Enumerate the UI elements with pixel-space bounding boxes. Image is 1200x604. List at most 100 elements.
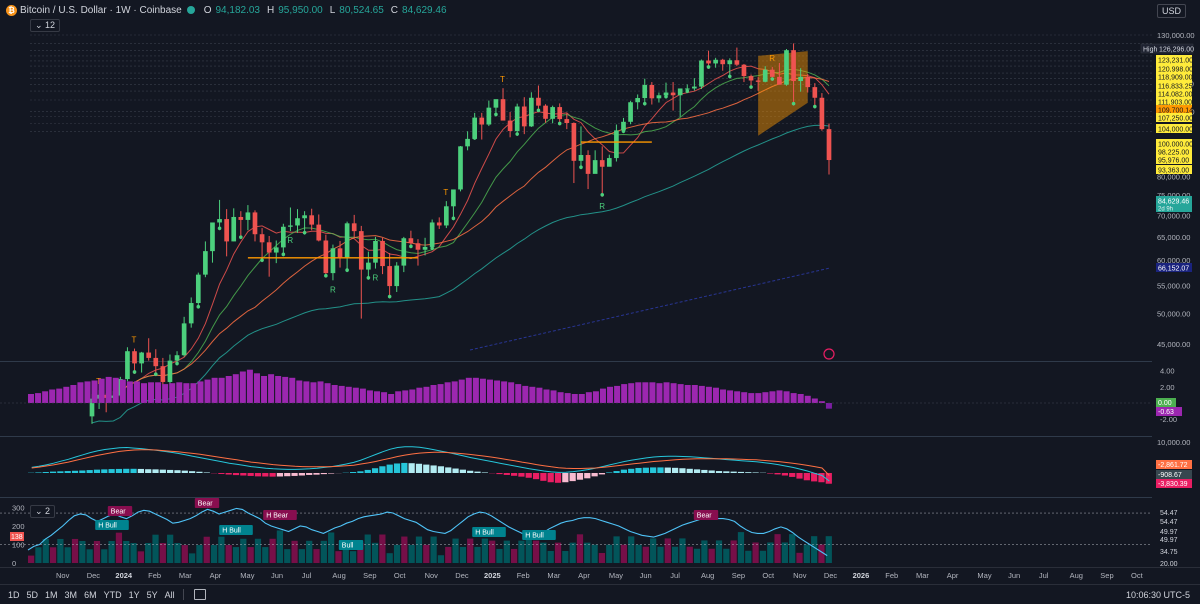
high-key: H [267,5,274,16]
histogram-bar [762,392,768,403]
time-tick: 2026 [853,571,870,580]
osc3-bar [321,541,327,563]
histogram-bar [727,390,733,403]
candle-body [635,98,640,102]
osc3-bar [460,547,466,563]
macd-bar [109,469,115,473]
macd-bar [518,473,524,477]
timeframe-1y[interactable]: 1Y [129,590,140,600]
osc3-bar [240,539,246,563]
timeframe-3m[interactable]: 3M [65,590,78,600]
timeframe-1d[interactable]: 1D [8,590,20,600]
price-label-value: 104,000.00 [1158,127,1193,134]
osc3-bar [687,547,693,563]
candle-body [139,353,144,364]
macd-bar [709,470,715,473]
histogram-bar [219,378,225,403]
histogram-bar [162,384,168,403]
histogram-bar [423,387,429,403]
macd-bar [277,473,283,477]
time-tick: May [240,571,254,580]
osc3-bar [226,545,232,563]
macd-bar [738,472,744,473]
macd-bar [606,472,612,473]
histogram-bar [77,382,83,403]
trail-dot [324,274,328,278]
time-tick: Jul [1039,571,1049,580]
macd-bar [138,469,144,473]
candle-body [316,225,321,241]
timeframe-6m[interactable]: 6M [84,590,97,600]
candle-body [742,65,747,76]
macd-bar [189,471,195,473]
symbol-title[interactable]: Bitcoin / U.S. Dollar · 1W · Coinbase [20,5,182,16]
osc3-bar [709,549,715,563]
osc3-bar [518,541,524,563]
histogram-bar [565,393,571,403]
osc3-bar [548,551,554,563]
osc3-bar [584,543,590,563]
histogram-bar [628,383,634,403]
osc3-right-value: 49.97 [1160,537,1178,544]
clock[interactable]: 10:06:30 UTC-5 [1126,590,1190,600]
candle-body [394,266,399,286]
timeframe-1m[interactable]: 1M [45,590,58,600]
macd-bar [196,472,202,473]
osc3-bar [621,545,627,563]
histogram-bar [522,386,528,403]
macd-bar [672,468,678,473]
histogram-bar [190,383,196,403]
price-label-value: 84,629.46 [1158,199,1189,206]
macd-bar [657,467,663,473]
osc3-bar [335,551,341,563]
macd-bar [72,471,78,473]
candle-body [515,107,520,131]
histogram-bar [374,391,380,403]
osc3-bar [233,547,239,563]
macd-bar [299,473,305,476]
currency-button[interactable]: USD [1157,4,1186,18]
indicators-toggle[interactable]: ⌄ 12 [30,19,60,32]
histogram-bar [381,392,387,403]
timeframe-all[interactable]: All [165,590,175,600]
histogram-bar [720,390,726,404]
timeframe-5y[interactable]: 5Y [147,590,158,600]
histogram-bar [480,379,486,403]
candle-body [465,139,470,146]
macd-bar [240,473,246,476]
time-tick: Dec [824,571,838,580]
time-tick: May [977,571,991,580]
candle-body [494,99,499,108]
osc3-bar [365,535,371,563]
osc3-bar [387,553,393,563]
candle-body [593,160,598,174]
candle-body [196,275,201,303]
price-label: 95,976.00 [1156,155,1192,165]
histogram-bar [134,381,140,403]
histogram-bar [113,378,119,403]
candle-body [380,241,385,266]
histogram-bar [614,386,620,403]
macd-bar [628,469,634,473]
candle-body [430,222,435,246]
histogram-bar [282,377,288,403]
candle [430,219,435,250]
osc3-bar [679,538,685,563]
histogram-bar [656,383,662,403]
osc3-bar [745,551,751,563]
osc3-bar [789,534,795,563]
lower-indicators-toggle[interactable]: ⌄ 2 [30,505,55,518]
osc3-bar [284,549,290,563]
calendar-icon[interactable] [194,589,206,600]
candle-body [812,87,817,98]
trail-dot [260,258,264,262]
timeframe-5d[interactable]: 5D [27,590,39,600]
histogram-bar [551,390,557,403]
timeframe-ytd[interactable]: YTD [104,590,122,600]
close-value: 84,629.46 [402,5,447,16]
trail-dot [579,165,583,169]
macd-bar [248,473,254,476]
time-tick: Sep [1100,571,1113,580]
